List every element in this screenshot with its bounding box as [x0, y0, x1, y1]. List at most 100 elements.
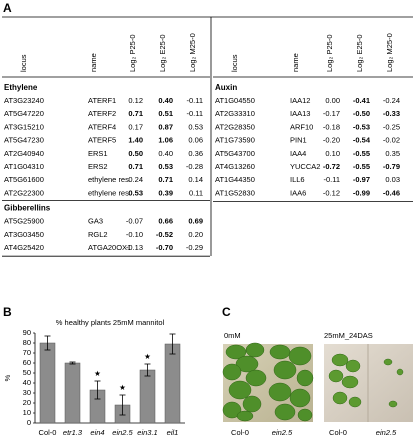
y-tick-label: 70 — [23, 348, 31, 357]
table-cell: RGL2 — [88, 230, 108, 239]
table-cell: ethylene res. — [88, 188, 131, 197]
table-cell: -0.54 — [353, 136, 371, 145]
chart-title: % healthy plants 25mM mannitol — [56, 318, 165, 327]
table-cell: YUCCA2 — [290, 162, 320, 171]
table-cell: GA3 — [88, 217, 103, 226]
table-cell: 0.11 — [189, 188, 203, 197]
group-title: Auxin — [215, 83, 237, 92]
y-tick-label: 80 — [23, 338, 31, 347]
table-cell: 0.51 — [158, 109, 173, 118]
table-cell: ARF10 — [290, 122, 313, 131]
table-cell: AT4G25420 — [4, 243, 44, 252]
significance-marker: ★ — [119, 383, 126, 392]
column-header: locus — [230, 54, 239, 72]
group-title: Ethylene — [4, 83, 38, 92]
table-cell: 0.12 — [128, 96, 143, 105]
column-header: Log₂ P25-0 — [128, 34, 137, 72]
panel-label: A — [3, 1, 12, 15]
table-cell: 0.24 — [128, 175, 143, 184]
y-tick-label: 60 — [23, 358, 31, 367]
table-cell: -0.52 — [156, 230, 173, 239]
table-cell: -0.02 — [383, 136, 400, 145]
table-cell: -0.18 — [323, 122, 340, 131]
table-cell: AT3G15210 — [4, 122, 44, 131]
bar — [139, 369, 156, 424]
table-cell: -0.28 — [186, 162, 203, 171]
y-axis-label: % — [3, 374, 12, 381]
photo-title: 0mM — [224, 331, 241, 340]
table-cell: -0.11 — [186, 96, 203, 105]
column-header: Log₂ E25-0 — [355, 34, 364, 72]
table-cell: -0.97 — [353, 175, 370, 184]
x-tick-label: Col-0 — [39, 428, 57, 437]
table-cell: 0.71 — [158, 175, 173, 184]
table-cell: PIN1 — [290, 136, 307, 145]
table-cell: AT2G40940 — [4, 149, 44, 158]
table-cell: AT1G73590 — [215, 136, 255, 145]
table-cell: IAA4 — [290, 149, 306, 158]
panel-label: C — [222, 305, 231, 319]
table-cell: 0.10 — [325, 149, 340, 158]
panel-label: B — [3, 305, 12, 319]
significance-marker: ★ — [94, 369, 101, 378]
table-cell: AT1G04550 — [215, 96, 255, 105]
table-cell: AT3G23240 — [4, 96, 44, 105]
table-cell: AT1G52830 — [215, 188, 255, 197]
table-cell: ERS1 — [88, 149, 108, 158]
table-cell: AT3G03450 — [4, 230, 44, 239]
table-cell: 0.17 — [128, 122, 143, 131]
table-cell: AT1G04310 — [4, 162, 44, 171]
column-header: name — [291, 53, 300, 72]
table-cell: -0.55 — [353, 149, 370, 158]
bar — [64, 362, 81, 424]
table-cell: -0.29 — [186, 243, 203, 252]
table-cell: -0.12 — [323, 188, 340, 197]
column-header: Log₂ P25-0 — [325, 34, 334, 72]
x-tick-label: ein2.5 — [112, 428, 133, 437]
column-header: Log₂ E25-0 — [158, 34, 167, 72]
table-cell: 0.71 — [128, 109, 143, 118]
table-cell: -0.11 — [186, 109, 203, 118]
table-cell: -0.99 — [353, 188, 370, 197]
significance-marker: ★ — [144, 352, 151, 361]
y-tick-label: 0 — [27, 418, 31, 427]
bar — [39, 342, 56, 424]
table-cell: 0.36 — [188, 149, 203, 158]
table-cell: ILL6 — [290, 175, 305, 184]
table-cell: 0.35 — [385, 149, 400, 158]
y-tick-label: 10 — [23, 408, 31, 417]
photo-label: ein2.5 — [272, 428, 293, 437]
table-cell: IAA12 — [290, 96, 310, 105]
table-cell: AT2G28350 — [215, 122, 255, 131]
table-cell: AT2G22300 — [4, 188, 44, 197]
y-tick-label: 50 — [23, 368, 31, 377]
photo-right — [324, 344, 413, 422]
table-cell: 0.03 — [385, 175, 400, 184]
photo-left — [222, 342, 314, 422]
table-cell: 0.14 — [188, 175, 203, 184]
table-cell: ethylene res. — [88, 175, 131, 184]
table-cell: -0.07 — [126, 217, 143, 226]
photo-label: ein2.5 — [376, 428, 397, 437]
table-cell: 0.53 — [188, 122, 203, 131]
table-cell: -0.41 — [353, 96, 370, 105]
table-cell: 1.06 — [158, 136, 173, 145]
column-header: locus — [19, 54, 28, 72]
table-cell: -0.72 — [323, 162, 340, 171]
table-cell: IAA6 — [290, 188, 306, 197]
table-cell: -0.53 — [353, 122, 370, 131]
table-cell: 0.39 — [158, 188, 173, 197]
x-tick-label: eil1 — [167, 428, 179, 437]
photo-title: 25mM_24DAS — [324, 331, 373, 340]
table-cell: ATGA20OX1 — [88, 243, 131, 252]
table-cell: 0.40 — [158, 149, 173, 158]
table-cell: ATERF2 — [88, 109, 116, 118]
y-tick-label: 20 — [23, 398, 31, 407]
column-header: name — [89, 53, 98, 72]
table-cell: -0.17 — [323, 109, 340, 118]
table-cell: AT5G25900 — [4, 217, 44, 226]
x-tick-label: etr1.3 — [63, 428, 83, 437]
table-cell: -0.24 — [383, 96, 400, 105]
x-tick-label: ein4 — [90, 428, 104, 437]
